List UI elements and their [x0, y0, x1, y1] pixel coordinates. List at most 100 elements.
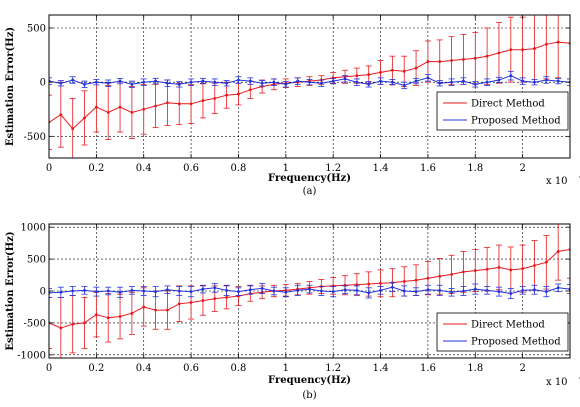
legend-box: [436, 312, 569, 352]
data-point: [296, 288, 300, 292]
data-point: [355, 288, 359, 292]
data-point: [154, 308, 157, 312]
data-point: [379, 71, 382, 74]
data-point: [556, 40, 560, 44]
data-point: [201, 287, 205, 291]
x-tick-label: 0.2: [88, 163, 104, 174]
data-point: [83, 288, 86, 292]
y-tick-label: -500: [24, 132, 46, 143]
series-group: [49, 224, 570, 358]
data-point: [521, 288, 525, 292]
data-point: [142, 80, 146, 84]
data-point: [83, 321, 86, 325]
data-point: [509, 268, 513, 272]
data-point: [118, 290, 122, 294]
data-point: [166, 81, 169, 85]
data-point: [213, 297, 217, 301]
data-point: [414, 79, 418, 83]
legend-label: Proposed Method: [471, 337, 561, 348]
data-point: [130, 311, 134, 315]
data-point: [225, 81, 229, 85]
x-tick-label: 2: [519, 363, 525, 374]
data-point: [379, 288, 382, 292]
data-point: [189, 301, 193, 304]
data-point: [343, 288, 347, 292]
data-point: [130, 111, 134, 114]
data-point: [426, 76, 430, 80]
data-point: [438, 81, 442, 85]
data-point: [154, 290, 157, 294]
data-point: [166, 288, 169, 292]
y-axis-label: Estimation Error(Hz): [5, 27, 16, 146]
data-point: [402, 69, 406, 73]
data-point: [94, 80, 98, 84]
data-point: [83, 82, 86, 86]
x-tick-label: 1.4: [373, 163, 389, 174]
data-point: [154, 104, 157, 108]
data-point: [59, 81, 63, 85]
data-point: [319, 289, 323, 293]
data-point: [462, 58, 465, 61]
data-point: [284, 290, 288, 294]
data-point: [248, 288, 252, 292]
data-point: [402, 289, 406, 293]
data-point: [308, 80, 311, 84]
data-point: [485, 54, 489, 58]
data-point: [497, 265, 501, 269]
data-point: [544, 290, 548, 294]
data-point: [272, 80, 276, 84]
data-point: [130, 288, 134, 292]
data-point: [556, 79, 560, 83]
data-point: [201, 299, 205, 302]
data-point: [497, 290, 501, 294]
data-point: [59, 290, 63, 294]
data-point: [154, 79, 157, 83]
y-axis-label: Estimation Error(Hz): [5, 231, 16, 350]
data-point: [521, 267, 525, 271]
data-point: [260, 81, 264, 85]
data-point: [260, 287, 264, 290]
data-point: [71, 127, 75, 131]
legend-label: Proposed Method: [471, 116, 561, 127]
data-point: [106, 289, 110, 293]
data-point: [225, 288, 229, 292]
data-point: [450, 80, 453, 84]
data-point: [533, 80, 536, 84]
data-point: [367, 282, 371, 286]
x-tick-label: 0: [46, 163, 52, 174]
data-point: [201, 99, 205, 102]
subfigure-label: (b): [302, 390, 316, 401]
data-point: [355, 80, 359, 84]
data-point: [426, 60, 430, 63]
y-tick-label: -500: [24, 318, 46, 329]
data-point: [59, 326, 63, 330]
data-point: [177, 302, 181, 306]
data-point: [533, 47, 536, 50]
data-point: [367, 291, 371, 295]
x-tick-label: 2: [519, 163, 525, 174]
data-point: [497, 51, 501, 55]
data-point: [177, 102, 181, 106]
data-point: [462, 79, 465, 83]
x-tick-label: 1: [283, 363, 289, 374]
x-tick-label: 0.6: [183, 363, 199, 374]
x-tick-label: 1: [283, 163, 289, 174]
data-point: [485, 267, 489, 271]
series-proposed-method: [49, 282, 570, 300]
data-point: [450, 273, 453, 276]
data-point: [201, 79, 205, 83]
data-point: [462, 289, 465, 293]
data-point: [130, 82, 134, 86]
x-tick-label: 1.6: [420, 363, 436, 374]
data-point: [94, 105, 98, 109]
subfigure-label: (a): [303, 186, 317, 197]
data-point: [379, 79, 382, 83]
data-point: [438, 288, 442, 292]
data-point: [272, 289, 276, 293]
data-point: [248, 79, 252, 83]
data-point: [473, 269, 477, 272]
data-point: [94, 290, 98, 294]
data-point: [106, 81, 110, 85]
x-tick-label: 0.4: [136, 363, 152, 374]
